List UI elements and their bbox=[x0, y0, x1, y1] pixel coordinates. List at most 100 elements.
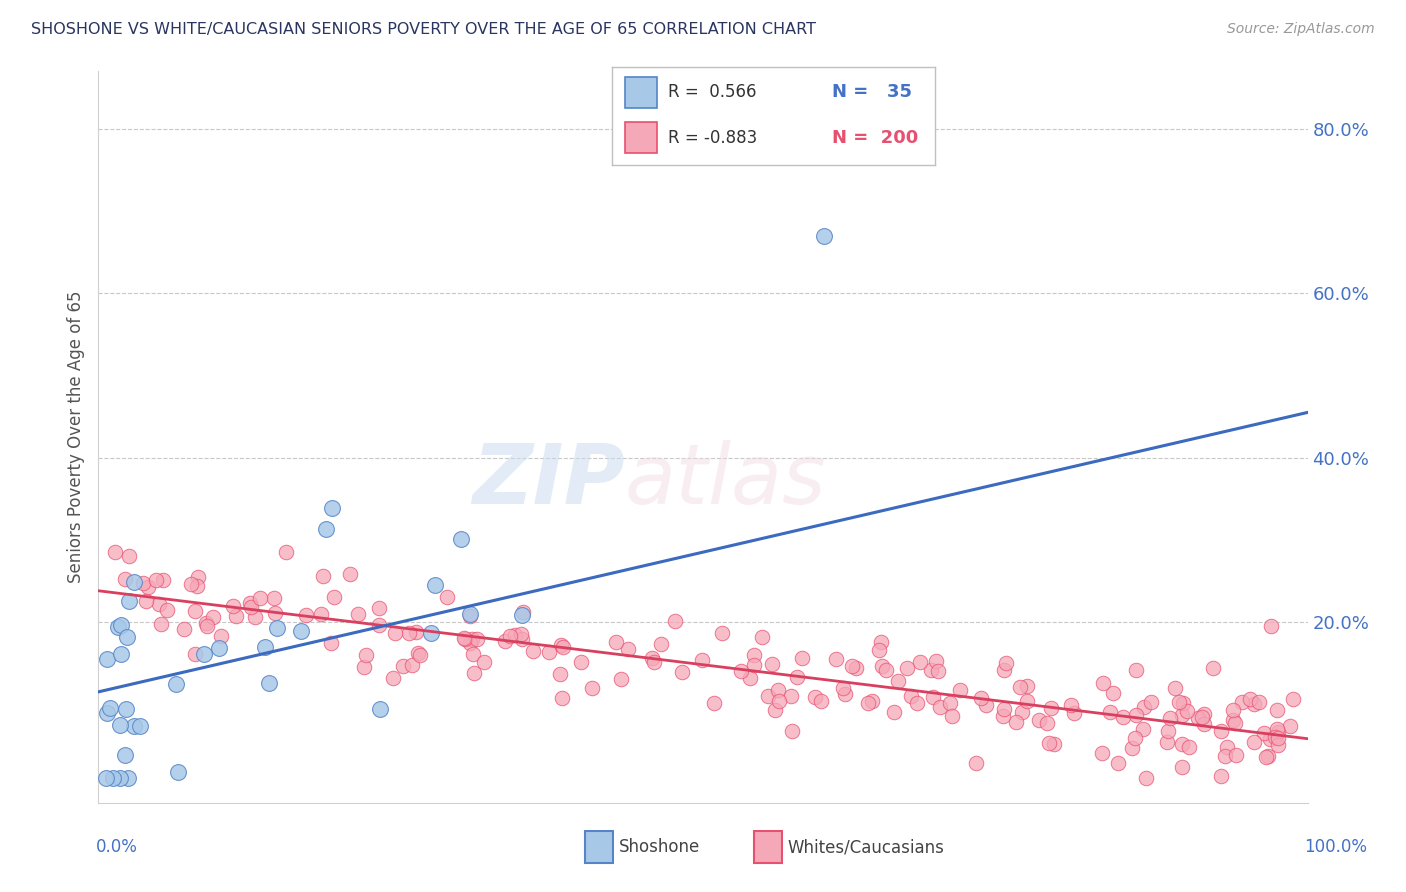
Point bbox=[763, 703, 786, 717]
Point bbox=[419, 625, 441, 640]
Point bbox=[467, 632, 489, 646]
Point bbox=[845, 660, 868, 674]
Point bbox=[553, 640, 575, 654]
Point bbox=[1253, 725, 1275, 739]
Point bbox=[187, 570, 209, 584]
Point bbox=[993, 709, 1015, 723]
Point bbox=[810, 694, 832, 708]
Point bbox=[780, 689, 803, 703]
Point bbox=[124, 574, 146, 589]
Point bbox=[193, 647, 215, 661]
Point bbox=[928, 700, 950, 714]
Point bbox=[1264, 730, 1286, 744]
Point bbox=[436, 591, 458, 605]
Point bbox=[1091, 746, 1114, 760]
Point bbox=[453, 632, 475, 646]
Point bbox=[367, 600, 389, 615]
Text: R =  0.566: R = 0.566 bbox=[668, 84, 756, 102]
Point bbox=[703, 696, 725, 710]
Point bbox=[114, 572, 136, 586]
Point bbox=[1112, 710, 1135, 724]
Point bbox=[1098, 705, 1121, 719]
Point bbox=[1091, 676, 1114, 690]
Point bbox=[408, 648, 430, 663]
Point bbox=[347, 607, 370, 621]
Point bbox=[610, 672, 633, 686]
Point bbox=[194, 616, 217, 631]
Point bbox=[1010, 680, 1032, 694]
Point bbox=[927, 664, 949, 678]
Point bbox=[509, 627, 531, 641]
Point bbox=[115, 702, 138, 716]
Point bbox=[209, 629, 232, 643]
Point bbox=[173, 622, 195, 636]
Point bbox=[356, 648, 378, 662]
Text: N =   35: N = 35 bbox=[831, 84, 911, 102]
Point bbox=[1267, 725, 1289, 739]
Point bbox=[692, 653, 714, 667]
Point bbox=[450, 533, 472, 547]
Point bbox=[1171, 737, 1194, 751]
Point bbox=[405, 624, 427, 639]
Point bbox=[756, 689, 779, 703]
Point bbox=[321, 501, 343, 516]
Point bbox=[650, 637, 672, 651]
Point bbox=[1107, 756, 1129, 770]
Point bbox=[294, 608, 316, 623]
Point bbox=[323, 590, 346, 604]
Point bbox=[1187, 711, 1209, 725]
Point bbox=[266, 622, 288, 636]
Point bbox=[353, 660, 375, 674]
Point bbox=[1213, 749, 1236, 764]
Point bbox=[1170, 708, 1192, 723]
Point bbox=[841, 658, 863, 673]
Point bbox=[825, 651, 848, 665]
Point bbox=[115, 630, 138, 644]
Point bbox=[766, 683, 789, 698]
Point bbox=[581, 681, 603, 696]
Point bbox=[132, 575, 155, 590]
Point bbox=[640, 651, 662, 665]
Point bbox=[463, 666, 485, 681]
Point bbox=[941, 709, 963, 723]
Point bbox=[537, 645, 560, 659]
Point bbox=[711, 625, 734, 640]
Point bbox=[425, 578, 447, 592]
Point bbox=[860, 693, 883, 707]
Point bbox=[208, 641, 231, 656]
Point bbox=[870, 659, 893, 673]
Point bbox=[1132, 722, 1154, 736]
Point bbox=[643, 656, 665, 670]
Point bbox=[616, 642, 638, 657]
Point bbox=[472, 655, 495, 669]
Point bbox=[780, 724, 803, 739]
Point bbox=[136, 580, 159, 594]
Point bbox=[1156, 735, 1178, 749]
Point bbox=[742, 648, 765, 662]
Point bbox=[1133, 699, 1156, 714]
Point bbox=[1035, 715, 1057, 730]
Point bbox=[110, 647, 132, 661]
Text: Whites/Caucasians: Whites/Caucasians bbox=[787, 838, 945, 856]
Text: 0.0%: 0.0% bbox=[96, 838, 138, 856]
Point bbox=[1011, 706, 1033, 720]
Point bbox=[671, 665, 693, 679]
Point bbox=[129, 718, 152, 732]
Point bbox=[114, 747, 136, 762]
Point bbox=[1038, 736, 1060, 750]
Point bbox=[1063, 706, 1085, 721]
Text: atlas: atlas bbox=[624, 441, 827, 522]
Bar bbox=[624, 77, 657, 108]
Point bbox=[309, 607, 332, 621]
Point bbox=[970, 691, 993, 706]
Point bbox=[1123, 731, 1146, 745]
Point bbox=[110, 618, 132, 632]
Point bbox=[1243, 697, 1265, 711]
Point bbox=[1267, 738, 1289, 752]
Point bbox=[1249, 695, 1271, 709]
Point bbox=[184, 647, 207, 661]
Point bbox=[290, 624, 312, 638]
Point bbox=[96, 652, 118, 666]
Point bbox=[875, 663, 897, 677]
Point bbox=[868, 643, 890, 657]
